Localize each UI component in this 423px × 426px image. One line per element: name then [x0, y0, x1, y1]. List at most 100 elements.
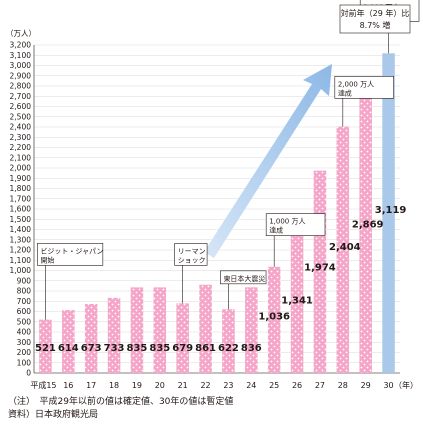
y-tick-label: 1,300 [10, 235, 32, 244]
y-axis-unit: （万人） [6, 29, 36, 38]
y-tick-label: 2,300 [10, 133, 32, 142]
bar-pattern [153, 287, 167, 373]
x-tick-label: 16 [63, 381, 73, 390]
y-tick-label: 2,400 [10, 123, 32, 132]
value-label: 836 [241, 343, 262, 354]
y-tick-label: 2,200 [10, 143, 32, 152]
y-tick-label: 100 [17, 358, 32, 367]
y-tick-label: 1,900 [10, 174, 32, 183]
x-tick-label: 平成15 [30, 380, 56, 390]
y-tick-label: 2,600 [10, 102, 32, 111]
x-tick-label: 29 [361, 381, 371, 390]
x-axis: 平成15 16 17 18 19 20 21 22 23 24 25 26 27 28 29 30 [30, 380, 393, 390]
bar-pattern [84, 304, 98, 373]
value-labels: 521 614 673 733 835 835 679 861 622 8361,0361,341… [35, 205, 406, 354]
value-label: 1,341 [281, 295, 313, 306]
bar-pattern [130, 287, 144, 373]
bar-pattern [336, 126, 350, 373]
annotation-text: 1,000 万人 [269, 218, 305, 226]
x-tick-label: 24 [246, 381, 256, 390]
x-tick-label: 18 [109, 381, 119, 390]
y-tick-label: 2,100 [10, 153, 32, 162]
y-tick-label: 200 [17, 348, 32, 357]
growth-arrow [204, 64, 332, 258]
annotation-text: ビジット・ジャパン [40, 246, 103, 255]
y-tick-label: 0 [26, 369, 31, 378]
x-tick-label: 27 [315, 381, 325, 390]
x-tick-label: 28 [338, 381, 348, 390]
y-tick-label: 1,600 [10, 205, 32, 214]
value-label: 1,974 [304, 263, 336, 274]
value-label: 835 [149, 343, 170, 354]
y-tick-label: 2,800 [10, 82, 32, 91]
annotation-text: 開始 [40, 255, 54, 264]
value-label: 733 [104, 343, 125, 354]
x-tick-label: 21 [178, 381, 188, 390]
y-tick-label: 400 [17, 328, 32, 337]
annotation-text: 東日本大震災 [223, 274, 265, 283]
note-text: （注） 平成29年以前の値は確定値、30年の値は暫定値 [8, 397, 234, 407]
bar-pattern [245, 287, 258, 373]
y-tick-label: 900 [17, 276, 32, 285]
y-tick-label: 1,500 [10, 215, 32, 224]
y-tick-label: 600 [17, 307, 32, 316]
value-label: 2,404 [329, 242, 361, 253]
value-label: 622 [218, 343, 239, 354]
x-tick-label: 20 [155, 381, 165, 390]
y-tick-label: 2,700 [10, 92, 32, 101]
y-tick-label: 300 [17, 338, 32, 347]
x-tick-label: 22 [200, 381, 210, 390]
annotation: 東日本大震災 [220, 270, 267, 310]
y-tick-label: 700 [17, 297, 32, 306]
x-axis-suffix: （年） [394, 380, 418, 390]
value-label: 521 [35, 343, 56, 354]
annotation-text: 達成 [269, 226, 283, 235]
y-tick-label: 1,800 [10, 184, 32, 193]
annotation-text: 2,000 万人 [338, 80, 374, 88]
x-tick-label: 26 [292, 381, 302, 390]
y-tick-label: 2,900 [10, 71, 32, 80]
bar-pattern [39, 319, 52, 373]
annotation-box [265, 213, 326, 236]
bar [382, 53, 395, 374]
source-text: 資料）日本政府観光局 [8, 410, 99, 420]
annotation-box [220, 270, 267, 285]
x-tick-label: 23 [223, 381, 233, 390]
annotation-text: ショック [178, 256, 206, 264]
bar-pattern [107, 297, 121, 373]
y-tick-label: 500 [17, 317, 32, 326]
x-tick-label: 19 [132, 381, 142, 390]
value-label: 835 [127, 343, 148, 354]
y-tick-label: 3,200 [10, 41, 32, 50]
annotation-text: リーマン [178, 247, 206, 255]
y-tick-label: 1,400 [10, 225, 32, 234]
y-tick-label: 3,000 [10, 61, 32, 70]
x-tick-label: 25 [269, 381, 279, 390]
annotation-box [37, 243, 104, 266]
value-label: 3,119 [375, 205, 407, 216]
value-label: 2,869 [352, 219, 384, 230]
bar-pattern [359, 78, 372, 374]
bar-pattern [199, 284, 212, 373]
y-tick-label: 1,100 [10, 256, 32, 265]
bar-pattern [62, 310, 75, 373]
top-callout: 対前年（29 年）比 8.7% 増 [339, 4, 411, 34]
bars [39, 53, 395, 374]
bar-pattern [267, 266, 281, 373]
x-tick-label: 17 [86, 381, 96, 390]
y-tick-label: 800 [17, 287, 32, 296]
x-tick-label: 30 [383, 381, 393, 390]
bar-pattern [290, 235, 304, 373]
y-tick-label: 2,000 [10, 164, 32, 173]
y-tick-label: 1,700 [10, 194, 32, 203]
value-label: 614 [58, 343, 79, 354]
bar-pattern [222, 309, 235, 373]
y-tick-label: 1,000 [10, 266, 32, 275]
annotation-text: 達成 [338, 88, 352, 97]
